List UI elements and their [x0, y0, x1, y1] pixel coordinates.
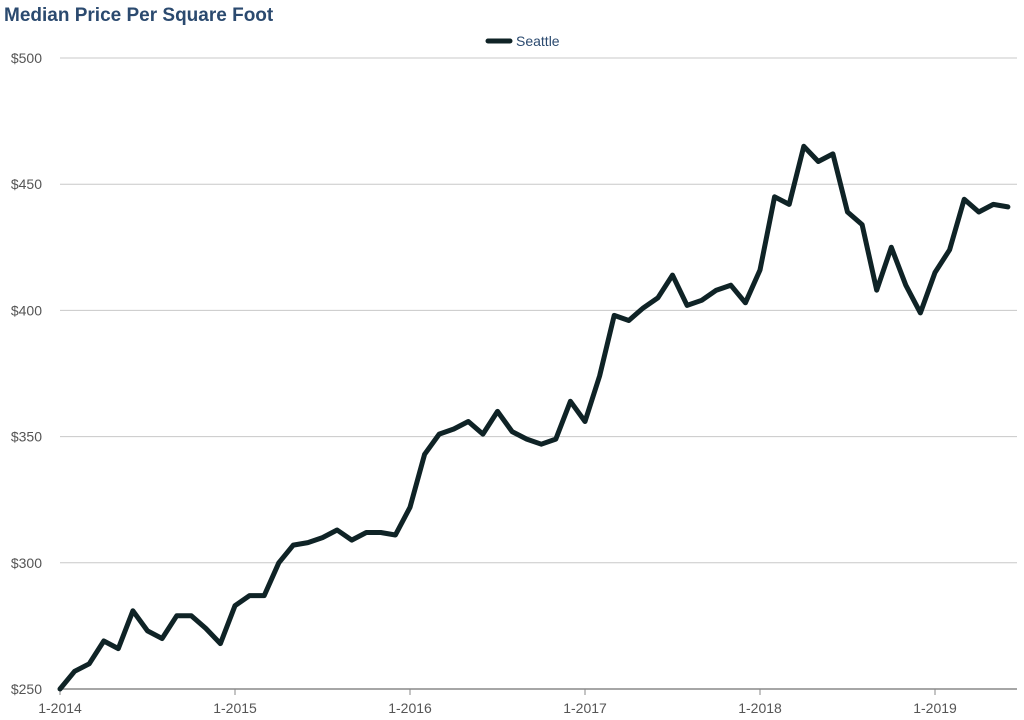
y-tick-label: $400	[11, 302, 42, 318]
series-group	[57, 143, 1011, 692]
x-tick-label: 1-2015	[213, 700, 257, 716]
x-tick-label: 1-2019	[913, 700, 957, 716]
gridlines	[60, 57, 1017, 564]
x-tick-label: 1-2014	[38, 700, 82, 716]
x-tick-label: 1-2017	[563, 700, 607, 716]
legend: Seattle	[485, 33, 560, 49]
x-axis: 1-2014 1-2015 1-2016 1-2017 1-2018 1-2019	[38, 688, 1017, 716]
y-tick-label: $250	[11, 681, 42, 697]
x-tick-label: 1-2018	[738, 700, 782, 716]
chart-title: Median Price Per Square Foot	[4, 5, 274, 26]
y-tick-label: $300	[11, 555, 42, 571]
x-tick-label: 1-2016	[388, 700, 432, 716]
legend-label: Seattle	[516, 33, 560, 49]
y-tick-label: $450	[11, 176, 42, 192]
y-tick-label: $500	[11, 50, 42, 66]
series-line-seattle	[57, 143, 1011, 692]
y-axis: $250 $300 $350 $400 $450 $500	[11, 50, 42, 697]
y-tick-label: $350	[11, 429, 42, 445]
